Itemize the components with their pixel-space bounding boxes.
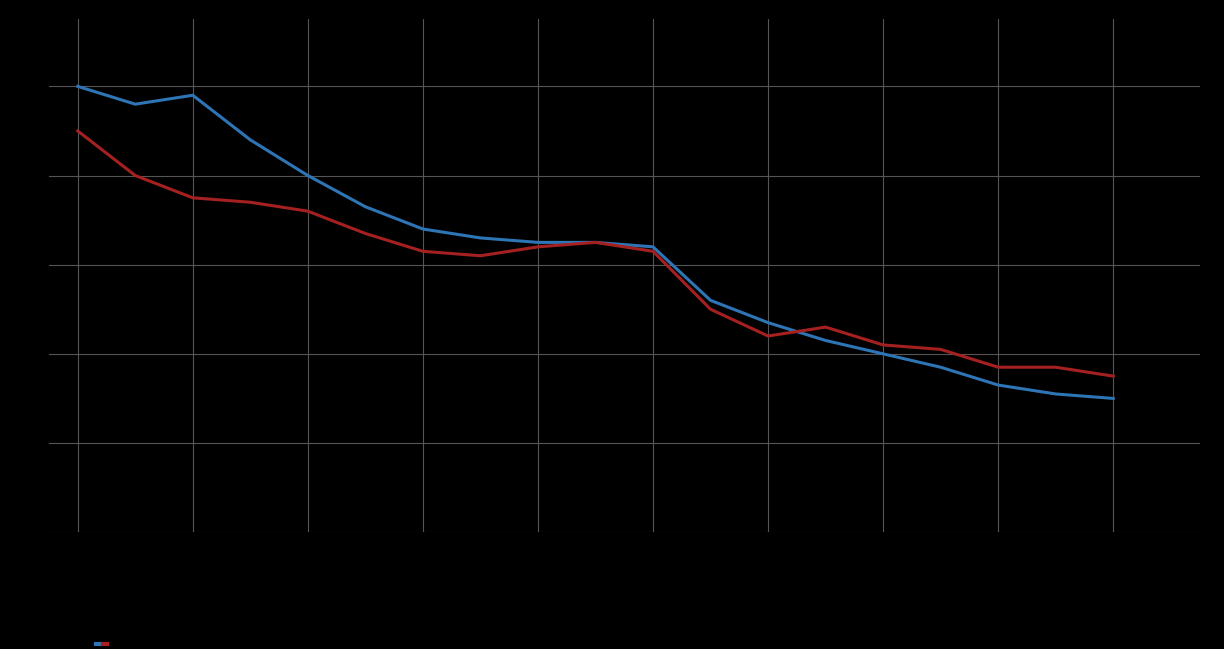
Legend: , : , <box>95 643 108 644</box>
